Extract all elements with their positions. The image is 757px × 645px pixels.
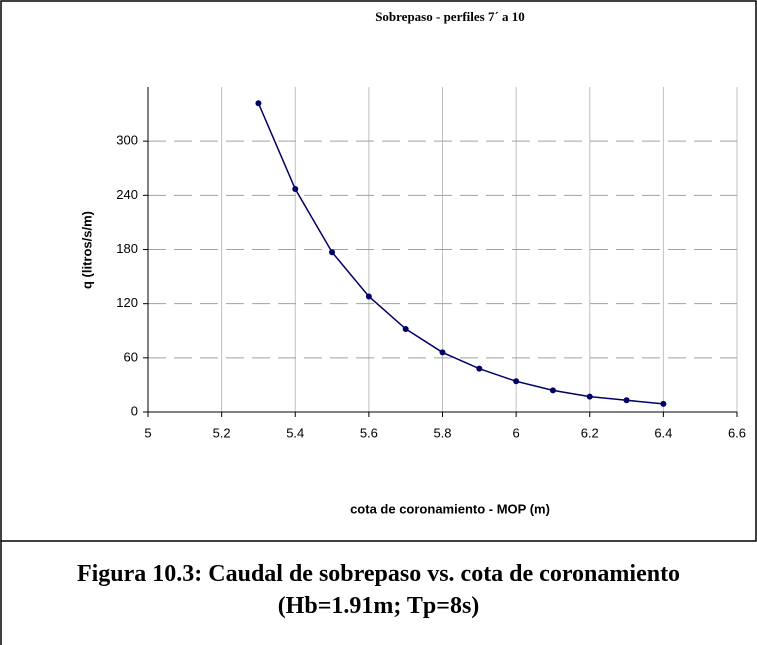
- data-point: [549, 387, 556, 394]
- chart-title: Sobrepaso - perfiles 7´ a 10: [375, 9, 525, 24]
- data-point: [623, 397, 630, 404]
- x-tick-label: 5.6: [360, 425, 378, 440]
- y-tick-label: 300: [116, 133, 138, 148]
- x-tick-label: 5: [144, 425, 151, 440]
- x-tick-label: 5.2: [213, 425, 231, 440]
- x-tick-label: 6.4: [654, 425, 672, 440]
- data-point: [402, 325, 409, 332]
- chart-frame: [0, 0, 757, 542]
- data-point: [365, 293, 372, 300]
- x-tick-label: 6.2: [581, 425, 599, 440]
- data-point: [292, 186, 299, 193]
- y-tick-label: 0: [131, 403, 138, 418]
- data-point: [255, 100, 262, 107]
- y-tick-label: 60: [124, 349, 138, 364]
- data-point: [439, 349, 446, 356]
- y-axis-label: q (litros/s/m): [79, 211, 94, 289]
- x-axis-label: cota de coronamiento - MOP (m): [350, 501, 550, 516]
- x-tick-label: 5.8: [433, 425, 451, 440]
- y-tick-label: 180: [116, 241, 138, 256]
- data-point: [513, 378, 520, 385]
- data-point: [476, 365, 483, 372]
- y-tick-label: 120: [116, 295, 138, 310]
- data-point: [329, 249, 336, 256]
- data-line: [257, 102, 664, 405]
- x-tick-label: 6: [513, 425, 520, 440]
- data-point: [586, 393, 593, 400]
- figure-caption: Figura 10.3: Caudal de sobrepaso vs. cot…: [76, 561, 681, 619]
- y-tick-label: 240: [116, 187, 138, 202]
- data-point: [660, 400, 667, 407]
- x-tick-label: 5.4: [286, 425, 304, 440]
- x-tick-label: 6.6: [728, 425, 746, 440]
